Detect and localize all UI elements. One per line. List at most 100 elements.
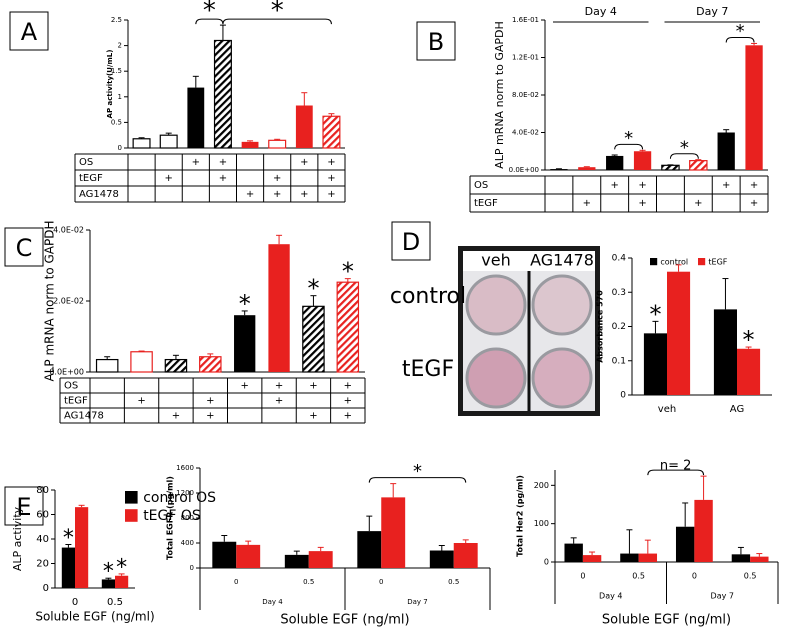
y-tick-label: 80 — [36, 485, 49, 496]
x-tick-label: 0 — [234, 578, 238, 586]
y-tick-label: 0.5 — [111, 118, 122, 126]
y-tick-label: 40 — [36, 534, 49, 545]
condition-mark: + — [273, 173, 281, 184]
bar — [606, 155, 624, 170]
condition-label: OS — [64, 381, 78, 392]
condition-mark: + — [327, 157, 335, 168]
condition-mark: + — [344, 411, 352, 422]
y-tick-label: 0.1 — [612, 356, 626, 366]
bar — [268, 244, 290, 372]
bar — [638, 553, 658, 562]
plate-row-label: control — [390, 284, 466, 309]
bar — [302, 305, 325, 373]
condition-label: OS — [79, 157, 93, 168]
x-tick-label: veh — [658, 404, 676, 415]
bar — [284, 554, 309, 568]
condition-mark: + — [309, 411, 317, 422]
legend-label: control OS — [143, 490, 216, 506]
annotation: * — [271, 0, 284, 26]
annotation: * — [649, 300, 661, 328]
y-axis-label: Total Her2 (pg/ml) — [516, 475, 525, 557]
x-tick-label: 0 — [379, 578, 383, 586]
panel-box — [416, 21, 456, 61]
condition-mark: + — [192, 157, 200, 168]
y-tick-label: 0 — [118, 144, 122, 152]
condition-mark: + — [164, 173, 172, 184]
panel-label: C — [16, 234, 33, 262]
y-tick-label: 0.3 — [612, 288, 626, 298]
y-tick-label: 0 — [544, 558, 549, 567]
x-axis-label: Soluble EGF (ng/ml) — [35, 610, 154, 624]
bar — [159, 134, 178, 149]
y-tick-label: 400 — [181, 539, 194, 547]
plate-column-label: AG1478 — [530, 251, 594, 270]
y-tick-label: 0.0E+00 — [509, 166, 539, 174]
condition-mark: + — [275, 381, 283, 392]
y-tick-label: 800 — [181, 514, 194, 522]
bar — [713, 309, 737, 395]
legend-label: control — [660, 258, 688, 267]
condition-mark: + — [240, 381, 248, 392]
bar — [643, 333, 667, 395]
condition-mark: + — [344, 396, 352, 407]
y-tick-label: 100 — [534, 519, 549, 528]
panel-label: D — [402, 228, 420, 256]
condition-mark: + — [638, 180, 646, 191]
plate-image — [458, 246, 600, 416]
condition-mark: + — [300, 189, 308, 200]
condition-label: tEGF — [79, 173, 103, 184]
group-label: Day 7 — [711, 592, 734, 601]
y-tick-label: 0.2 — [612, 322, 626, 332]
y-tick-label: 1 — [118, 93, 122, 101]
condition-mark: + — [309, 381, 317, 392]
legend-swatch — [125, 509, 138, 522]
bar — [295, 105, 313, 148]
bar — [212, 541, 237, 568]
condition-mark: + — [206, 396, 214, 407]
well — [465, 274, 527, 336]
annotation: * — [239, 290, 251, 318]
bar — [236, 544, 261, 568]
y-axis-label: Total EGFR (pg/ml) — [166, 476, 175, 560]
bar — [164, 358, 188, 373]
y-tick-label: 2.5 — [111, 16, 122, 24]
annotation: * — [624, 128, 633, 149]
legend-swatch — [698, 258, 706, 266]
condition-mark: + — [219, 173, 227, 184]
annotation-bracket — [725, 36, 755, 43]
legend-swatch — [125, 491, 138, 504]
y-tick-label: 1600 — [176, 464, 194, 472]
x-tick-label: 0.5 — [107, 597, 123, 608]
bar — [357, 531, 382, 568]
legend-swatch — [650, 258, 658, 266]
bar — [308, 551, 333, 568]
panel-label: E — [16, 493, 31, 521]
bar — [61, 547, 75, 588]
x-tick-label: 0 — [580, 572, 585, 581]
condition-mark: + — [300, 157, 308, 168]
group-label: Day 4 — [599, 592, 622, 601]
condition-label: OS — [474, 180, 488, 191]
bar — [731, 554, 751, 562]
condition-mark: + — [750, 198, 758, 209]
annotation: * — [116, 555, 127, 580]
panel-box — [4, 227, 44, 267]
bar — [336, 281, 360, 373]
y-axis-label: Absorbance 570 — [596, 290, 605, 363]
well — [531, 347, 593, 409]
bar — [550, 169, 568, 170]
y-axis-label: ALP activity — [11, 506, 24, 571]
plate-row-label: tEGF — [402, 357, 454, 382]
bar — [132, 138, 151, 149]
condition-mark: + — [722, 180, 730, 191]
annotation-bracket — [669, 153, 699, 159]
bar — [578, 167, 596, 170]
y-tick-label: 1200 — [176, 489, 194, 497]
annotation: * — [743, 326, 755, 354]
condition-mark: + — [273, 189, 281, 200]
condition-label: AG1478 — [64, 411, 104, 422]
y-tick-label: 0 — [43, 583, 49, 594]
y-tick-label: 20 — [36, 559, 49, 570]
group-label: Day 4 — [585, 5, 617, 18]
y-tick-label: 60 — [36, 510, 49, 521]
